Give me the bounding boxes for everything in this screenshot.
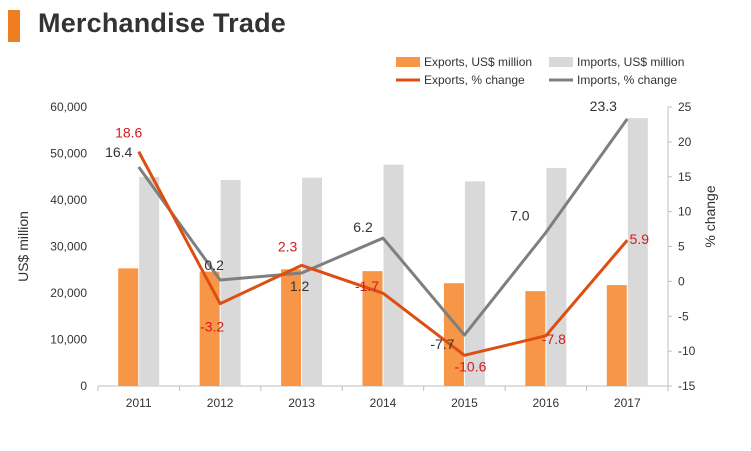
right-y-tick-label: 10 bbox=[678, 205, 692, 219]
legend-label: Imports, % change bbox=[577, 73, 677, 87]
x-tick-label: 2015 bbox=[451, 396, 478, 410]
imports-bar bbox=[302, 177, 323, 386]
x-tick-label: 2014 bbox=[370, 396, 397, 410]
legend-label: Imports, US$ million bbox=[577, 55, 684, 69]
legend-label: Exports, % change bbox=[424, 73, 525, 87]
imports-bar bbox=[464, 181, 485, 386]
x-tick-label: 2013 bbox=[288, 396, 315, 410]
exports-bar bbox=[606, 285, 627, 386]
imports-bar bbox=[627, 118, 648, 386]
right-y-tick-label: 0 bbox=[678, 274, 685, 288]
left-y-tick-label: 20,000 bbox=[50, 286, 87, 300]
legend-label: Exports, US$ million bbox=[424, 55, 532, 69]
page-title: Merchandise Trade bbox=[38, 8, 286, 38]
imports-change-data-label: -7.7 bbox=[430, 336, 454, 352]
right-y-axis-title: % change bbox=[702, 185, 718, 247]
exports-change-data-label: -1.7 bbox=[355, 278, 379, 294]
imports-change-data-label: 1.2 bbox=[290, 278, 310, 294]
exports-bar bbox=[281, 269, 302, 386]
left-y-tick-label: 40,000 bbox=[50, 193, 87, 207]
imports-change-data-label: 0.2 bbox=[204, 257, 224, 273]
imports-change-data-label: 23.3 bbox=[590, 98, 617, 114]
right-y-tick-label: -5 bbox=[678, 309, 689, 323]
exports-change-data-label: -10.6 bbox=[454, 358, 486, 374]
exports-bar bbox=[362, 271, 383, 386]
imports-change-line bbox=[137, 117, 629, 337]
right-y-tick-label: 15 bbox=[678, 170, 692, 184]
imports-change-data-label: 16.4 bbox=[105, 144, 132, 160]
x-tick-label: 2017 bbox=[614, 396, 641, 410]
exports-change-data-label: 18.6 bbox=[115, 125, 142, 141]
left-y-tick-label: 0 bbox=[80, 379, 87, 393]
exports-bar bbox=[199, 271, 220, 386]
x-tick-label: 2016 bbox=[533, 396, 560, 410]
x-tick-label: 2012 bbox=[207, 396, 234, 410]
exports-bar bbox=[118, 268, 139, 386]
exports-change-line bbox=[137, 150, 629, 357]
left-y-axis-title: US$ million bbox=[15, 211, 31, 282]
exports-bar bbox=[443, 283, 464, 386]
title-accent-bar bbox=[8, 10, 20, 42]
exports-change-data-label: 2.3 bbox=[278, 238, 298, 254]
left-y-tick-label: 60,000 bbox=[50, 100, 87, 114]
left-y-tick-label: 50,000 bbox=[50, 147, 87, 161]
imports-change-data-label: 6.2 bbox=[353, 219, 373, 235]
right-y-tick-label: -10 bbox=[678, 344, 696, 358]
exports-change-data-label: -7.8 bbox=[542, 331, 566, 347]
exports-change-data-label: 5.9 bbox=[630, 231, 650, 247]
right-y-tick-label: 20 bbox=[678, 135, 692, 149]
left-y-tick-label: 10,000 bbox=[50, 333, 87, 347]
imports-bar bbox=[220, 180, 241, 386]
imports-bar bbox=[139, 176, 160, 386]
right-y-tick-label: -15 bbox=[678, 379, 696, 393]
imports-change-data-label: 7.0 bbox=[510, 208, 530, 224]
legend-swatch bbox=[396, 57, 420, 67]
imports-bar bbox=[383, 164, 404, 386]
imports-bar bbox=[546, 167, 567, 386]
left-y-tick-label: 30,000 bbox=[50, 240, 87, 254]
right-y-tick-label: 25 bbox=[678, 100, 692, 114]
right-y-tick-label: 5 bbox=[678, 240, 685, 254]
legend-swatch bbox=[549, 57, 573, 67]
x-tick-label: 2011 bbox=[126, 396, 152, 410]
exports-change-data-label: -3.2 bbox=[200, 319, 224, 335]
